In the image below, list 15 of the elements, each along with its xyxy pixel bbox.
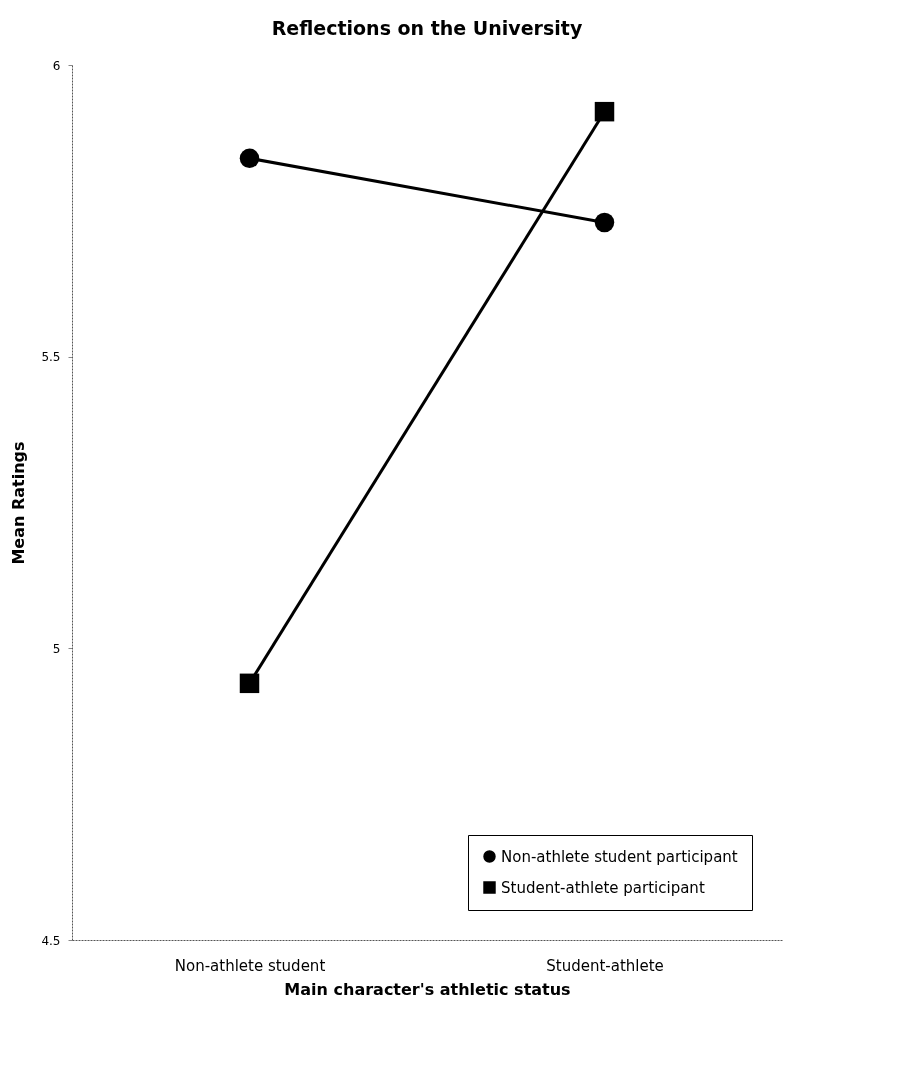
y-axis-title: Mean Ratings xyxy=(9,441,29,565)
point xyxy=(239,673,260,694)
point xyxy=(594,101,615,122)
x-tick-label: Non-athlete student xyxy=(174,956,326,975)
point xyxy=(594,212,615,233)
y-tick-label: 4.5 xyxy=(41,933,61,948)
point xyxy=(239,148,260,169)
x-axis-title: Main character's athletic status xyxy=(284,979,571,999)
y-tick-label: 6 xyxy=(52,58,61,73)
y-tick-label: 5 xyxy=(52,641,61,656)
y-tick-label: 5.5 xyxy=(41,350,61,365)
chart-title: Reflections on the University xyxy=(271,17,583,39)
x-tick-label: Student-athlete xyxy=(546,956,664,975)
legend-label: Student-athlete participant xyxy=(501,878,705,897)
legend-label: Non-athlete student participant xyxy=(501,847,738,866)
